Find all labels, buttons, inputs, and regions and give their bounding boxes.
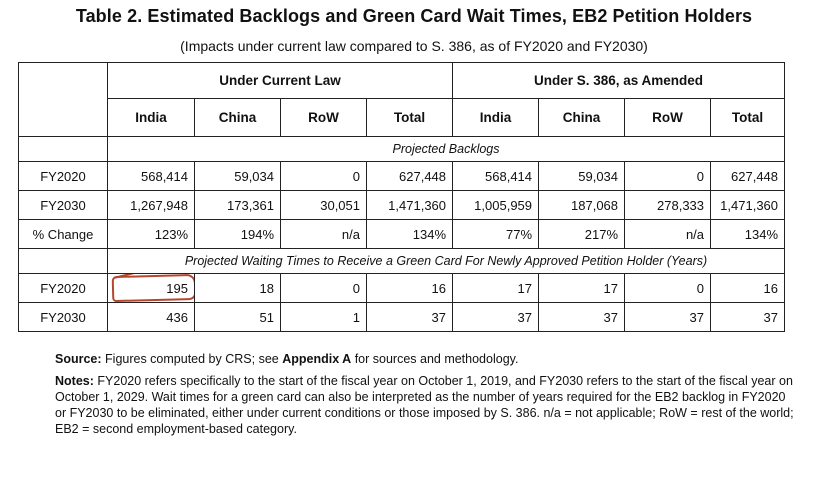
table-cell: 17 — [538, 273, 626, 303]
row-label: FY2020 — [18, 273, 108, 303]
table-row: FY2020 568,414 59,034 0 627,448 568,414 … — [18, 161, 786, 191]
group-header-current-law: Under Current Law — [106, 62, 454, 99]
table-cell: 37 — [710, 302, 786, 332]
table-cell: n/a — [624, 219, 712, 249]
table-cell-value: 195 — [166, 280, 188, 296]
notes-text: FY2020 refers specifically to the start … — [55, 374, 794, 436]
source-text: Figures computed by CRS; see — [105, 352, 279, 366]
table-cell: 30,051 — [280, 190, 367, 220]
table-cell: 1,267,948 — [107, 190, 195, 220]
col-header-china: China — [538, 98, 626, 137]
table-cell: 278,333 — [624, 190, 712, 220]
table-cell: 0 — [280, 161, 367, 191]
table-row: % Change 123% 194% n/a 134% 77% 217% n/a… — [18, 219, 786, 249]
table-cell: 436 — [107, 302, 195, 332]
table-cell: 194% — [194, 219, 281, 249]
table-row: FY2020 195 18 0 16 17 17 0 16 — [18, 273, 786, 303]
col-header-india: India — [107, 98, 195, 137]
group-header-s386: Under S. 386, as Amended — [452, 62, 786, 99]
col-header-total: Total — [365, 98, 454, 137]
notes-paragraph: Notes: FY2020 refers specifically to the… — [55, 373, 795, 437]
row-label: FY2030 — [18, 190, 108, 220]
table-cell: 217% — [538, 219, 626, 249]
row-label: % Change — [18, 219, 108, 249]
backlog-table: Under Current Law Under S. 386, as Amend… — [18, 62, 786, 332]
table-cell: 51 — [194, 302, 281, 332]
table-cell: 16 — [710, 273, 786, 303]
table-cell: 59,034 — [538, 161, 626, 191]
section-header-backlogs: Projected Backlogs — [106, 136, 786, 162]
table-cell: 18 — [194, 273, 281, 303]
corner-cell — [18, 62, 108, 137]
table-cell: 1 — [280, 302, 367, 332]
row-label: FY2020 — [18, 161, 108, 191]
table-cell: 627,448 — [710, 161, 786, 191]
row-label: FY2030 — [18, 302, 108, 332]
table-cell: 16 — [365, 273, 454, 303]
table-cell: 173,361 — [194, 190, 281, 220]
table-subtitle: (Impacts under current law compared to S… — [180, 38, 648, 54]
source-text-end: for sources and methodology. — [354, 352, 519, 366]
col-header-row: RoW — [624, 98, 712, 137]
table-cell: 17 — [452, 273, 540, 303]
table-notes: Source: Figures computed by CRS; see App… — [55, 351, 795, 443]
table-cell: 59,034 — [194, 161, 281, 191]
table-cell: 1,471,360 — [710, 190, 786, 220]
col-header-china: China — [194, 98, 281, 137]
col-header-total: Total — [710, 98, 786, 137]
table-cell: 134% — [710, 219, 786, 249]
source-note: Source: Figures computed by CRS; see App… — [55, 351, 795, 367]
appendix-reference: Appendix A — [282, 352, 352, 366]
table-cell: 37 — [538, 302, 626, 332]
table-row: FY2030 436 51 1 37 37 37 37 37 — [18, 302, 786, 332]
table-cell: 37 — [452, 302, 540, 332]
table-cell: 0 — [280, 273, 367, 303]
col-header-row: RoW — [280, 98, 367, 137]
table-cell: n/a — [280, 219, 367, 249]
table-cell: 627,448 — [365, 161, 454, 191]
section-spacer — [18, 248, 108, 274]
col-header-india: India — [452, 98, 540, 137]
table-cell: 123% — [107, 219, 195, 249]
section-spacer — [18, 136, 108, 162]
table-cell: 568,414 — [452, 161, 540, 191]
table-title: Table 2. Estimated Backlogs and Green Ca… — [75, 6, 753, 26]
source-label: Source: — [55, 352, 102, 366]
table-row: FY2030 1,267,948 173,361 30,051 1,471,36… — [18, 190, 786, 220]
annotation-stroke — [114, 274, 141, 287]
table-cell: 77% — [452, 219, 540, 249]
table-cell: 1,471,360 — [365, 190, 454, 220]
table-cell: 187,068 — [538, 190, 626, 220]
table-cell: 0 — [624, 273, 712, 303]
table-cell: 0 — [624, 161, 712, 191]
section-header-wait-times: Projected Waiting Times to Receive a Gre… — [106, 248, 786, 274]
table-cell: 1,005,959 — [452, 190, 540, 220]
table-cell: 37 — [624, 302, 712, 332]
table-cell: 37 — [365, 302, 454, 332]
table-cell: 568,414 — [107, 161, 195, 191]
table-cell: 134% — [365, 219, 454, 249]
notes-label: Notes: — [55, 374, 94, 388]
table-cell-highlighted: 195 — [107, 273, 195, 303]
